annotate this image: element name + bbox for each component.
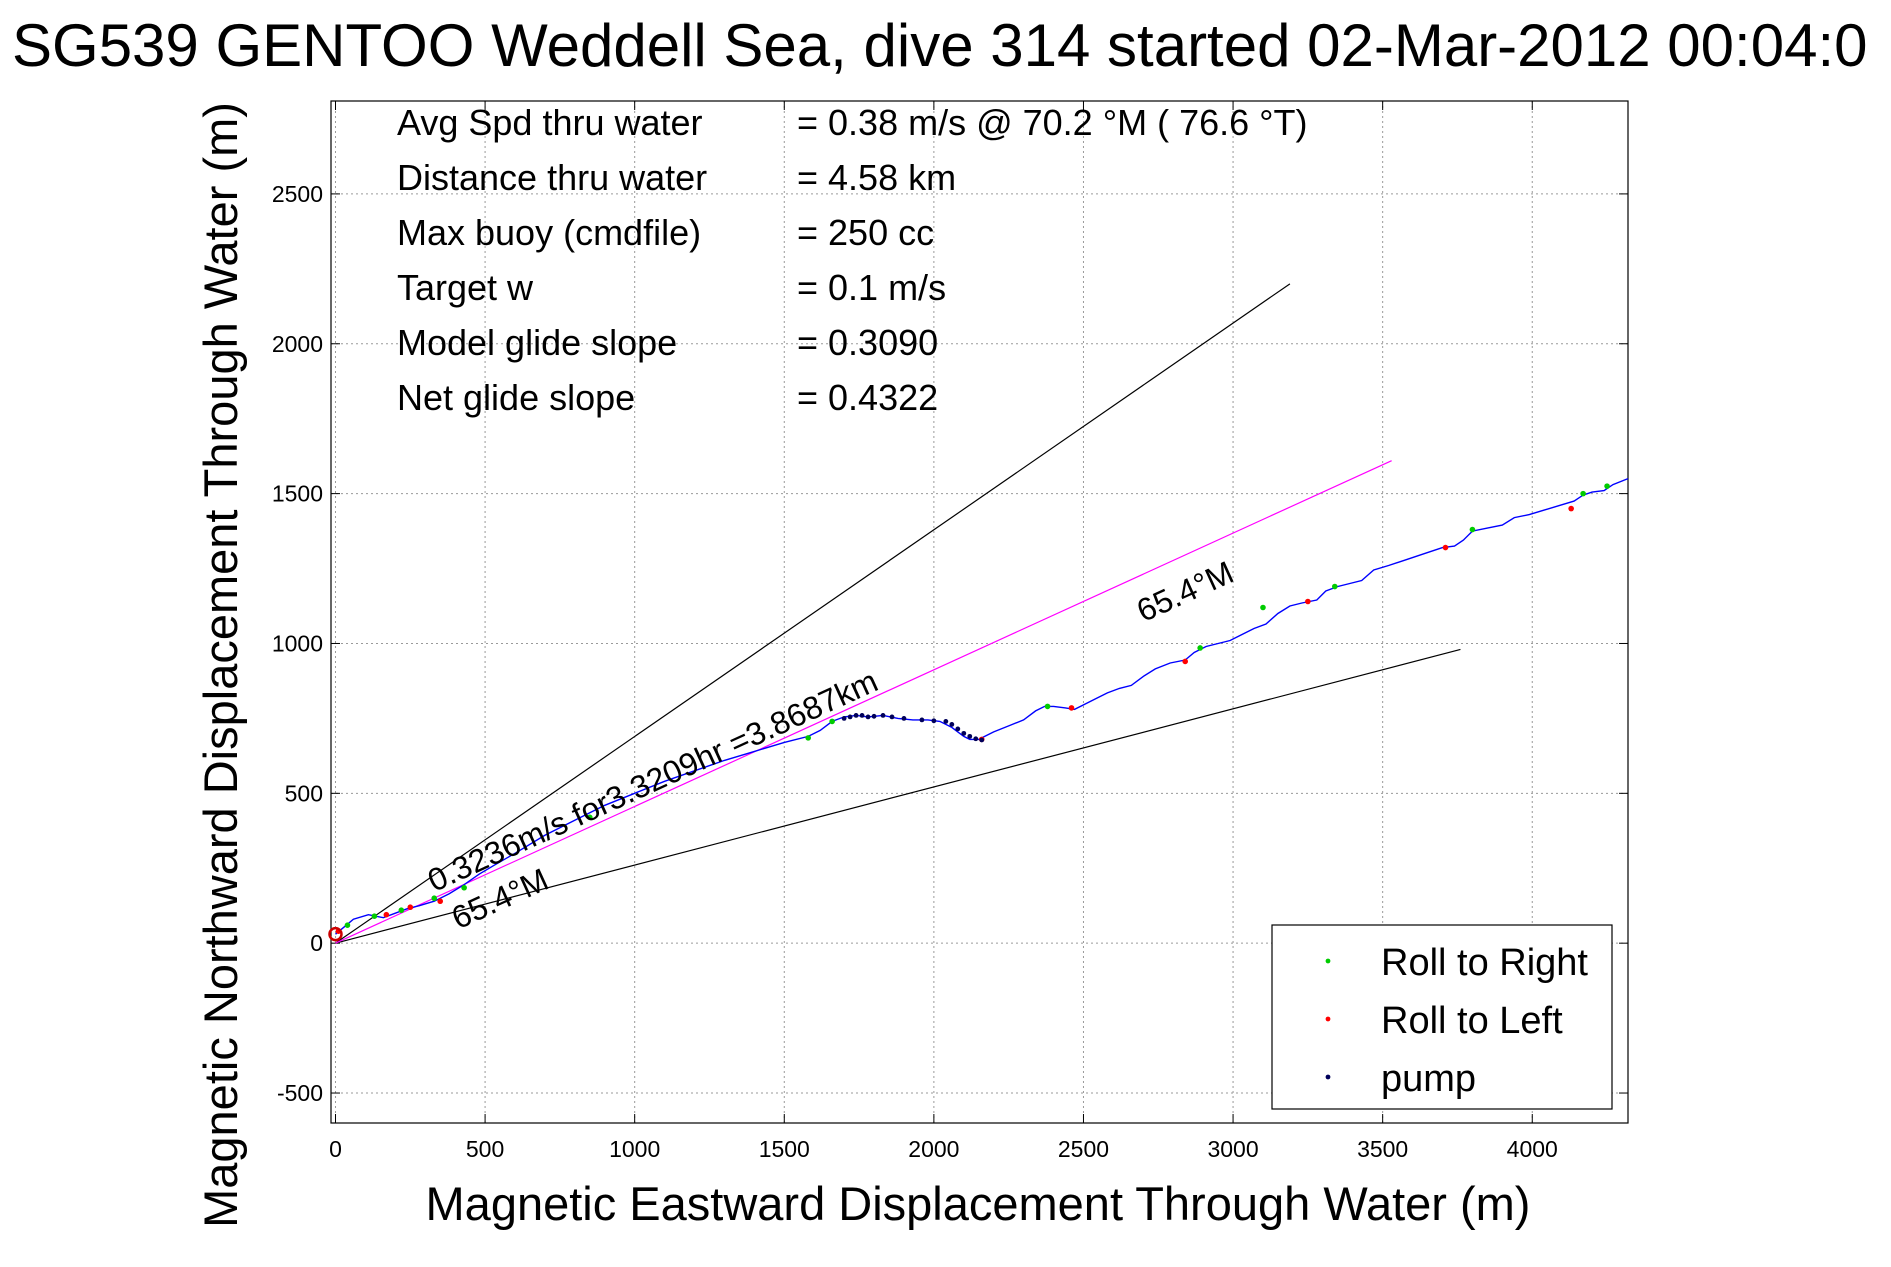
- stats-label: Distance thru water: [397, 157, 707, 198]
- stats-value: = 4.58 km: [797, 157, 956, 198]
- stats-block: Avg Spd thru water = 0.38 m/s @ 70.2 °M (…: [397, 102, 1308, 418]
- roll-to-right-point: [1469, 526, 1476, 533]
- legend-label: Roll to Left: [1381, 1000, 1563, 1042]
- pump-point: [901, 715, 907, 721]
- pump-point: [847, 714, 853, 720]
- stats-label: Avg Spd thru water: [397, 102, 703, 143]
- x-tick-label: 2000: [908, 1136, 959, 1162]
- y-axis-label: Magnetic Northward Displacement Through …: [194, 102, 247, 1228]
- start-marker: [328, 926, 343, 942]
- pump-point: [955, 726, 961, 732]
- pump-point: [931, 718, 937, 724]
- roll-to-right-point: [1197, 645, 1203, 651]
- roll-to-left-point: [1305, 598, 1311, 605]
- pump-point: [943, 718, 949, 724]
- stats-label: Net glide slope: [397, 377, 635, 418]
- roll-to-right-point: [371, 913, 378, 920]
- pump-point: [859, 712, 865, 718]
- roll-to-right-point: [431, 895, 438, 902]
- roll-to-right-point: [829, 718, 835, 725]
- stats-value: = 0.4322: [797, 377, 938, 418]
- roll-to-right-point: [587, 814, 593, 821]
- pump-point: [949, 721, 955, 727]
- roll-to-right-point: [344, 922, 351, 928]
- chart-title: SG539 GENTOO Weddell Sea, dive 314 start…: [12, 12, 1868, 79]
- y-tick-label: 500: [285, 780, 323, 806]
- roll-to-right-point: [1580, 490, 1586, 497]
- reference-line-2: [335, 648, 1461, 944]
- stats-value: = 0.38 m/s @ 70.2 °M ( 76.6 °T): [797, 102, 1308, 143]
- pump-point: [865, 714, 871, 720]
- pump-point: [880, 712, 886, 718]
- pump-point: [967, 733, 973, 739]
- y-tick-label: -500: [277, 1080, 323, 1106]
- y-tick-label: 2500: [272, 181, 323, 207]
- roll-to-right-point: [1604, 483, 1610, 489]
- y-tick-label: 0: [310, 930, 323, 956]
- reference-line-1: [335, 283, 1291, 944]
- annotation-3: 65.4°M: [1131, 554, 1239, 629]
- pump-point: [979, 737, 985, 743]
- roll-to-left-point: [1182, 658, 1188, 665]
- x-tick-label: 0: [329, 1136, 342, 1162]
- stats-value: = 0.1 m/s: [797, 267, 946, 308]
- stats-label: Max buoy (cmdfile): [397, 212, 701, 253]
- plot-frame: [330, 100, 1629, 1124]
- roll-to-right-point: [1331, 583, 1338, 590]
- roll-to-right-point: [1260, 604, 1266, 611]
- legend-marker: [1325, 1016, 1331, 1022]
- roll-to-left-point: [1442, 544, 1449, 551]
- pump-point: [853, 712, 859, 718]
- annotation-1: 0.3236m/s for3.3209hr =3.8687km: [422, 663, 883, 899]
- roll-to-right-point: [398, 907, 405, 914]
- roll-to-right-point: [805, 735, 812, 741]
- roll-to-left-point: [407, 904, 414, 911]
- legend: Roll to Right Roll to Left pump: [1271, 924, 1613, 1110]
- pump-point: [871, 713, 877, 719]
- x-tick-label: 2500: [1058, 1136, 1109, 1162]
- roll-to-left-point: [383, 911, 390, 918]
- roll-to-right-point: [461, 884, 467, 891]
- roll-to-right-point: [1044, 703, 1051, 710]
- x-tick-label: 4000: [1507, 1136, 1558, 1162]
- legend-marker: [1325, 958, 1331, 964]
- pump-point: [973, 736, 979, 742]
- x-tick-label: 3500: [1357, 1136, 1408, 1162]
- y-tick-label: 2000: [272, 331, 323, 357]
- legend-marker: [1325, 1074, 1331, 1080]
- track-line: [335, 477, 1629, 935]
- x-tick-label: 500: [466, 1136, 504, 1162]
- x-tick-label: 1500: [759, 1136, 810, 1162]
- stats-value: = 0.3090: [797, 322, 938, 363]
- x-tick-label: 3000: [1207, 1136, 1258, 1162]
- pump-point: [889, 714, 895, 720]
- stats-label: Model glide slope: [397, 322, 677, 363]
- pump-point: [919, 717, 925, 723]
- reference-line-3: [335, 460, 1392, 944]
- x-axis-label: Magnetic Eastward Displacement Through W…: [426, 1177, 1531, 1230]
- y-tick-label: 1500: [272, 481, 323, 507]
- stats-label: Target w: [397, 267, 534, 308]
- roll-to-left-point: [1068, 705, 1075, 711]
- x-tick-label: 1000: [609, 1136, 660, 1162]
- stats-value: = 250 cc: [797, 212, 934, 253]
- roll-to-left-point: [1568, 505, 1574, 512]
- pump-point: [961, 730, 967, 736]
- pump-point: [841, 715, 847, 721]
- roll-to-left-point: [437, 898, 444, 905]
- legend-label: pump: [1381, 1058, 1476, 1100]
- y-tick-label: 1000: [272, 630, 323, 656]
- legend-label: Roll to Right: [1381, 942, 1588, 984]
